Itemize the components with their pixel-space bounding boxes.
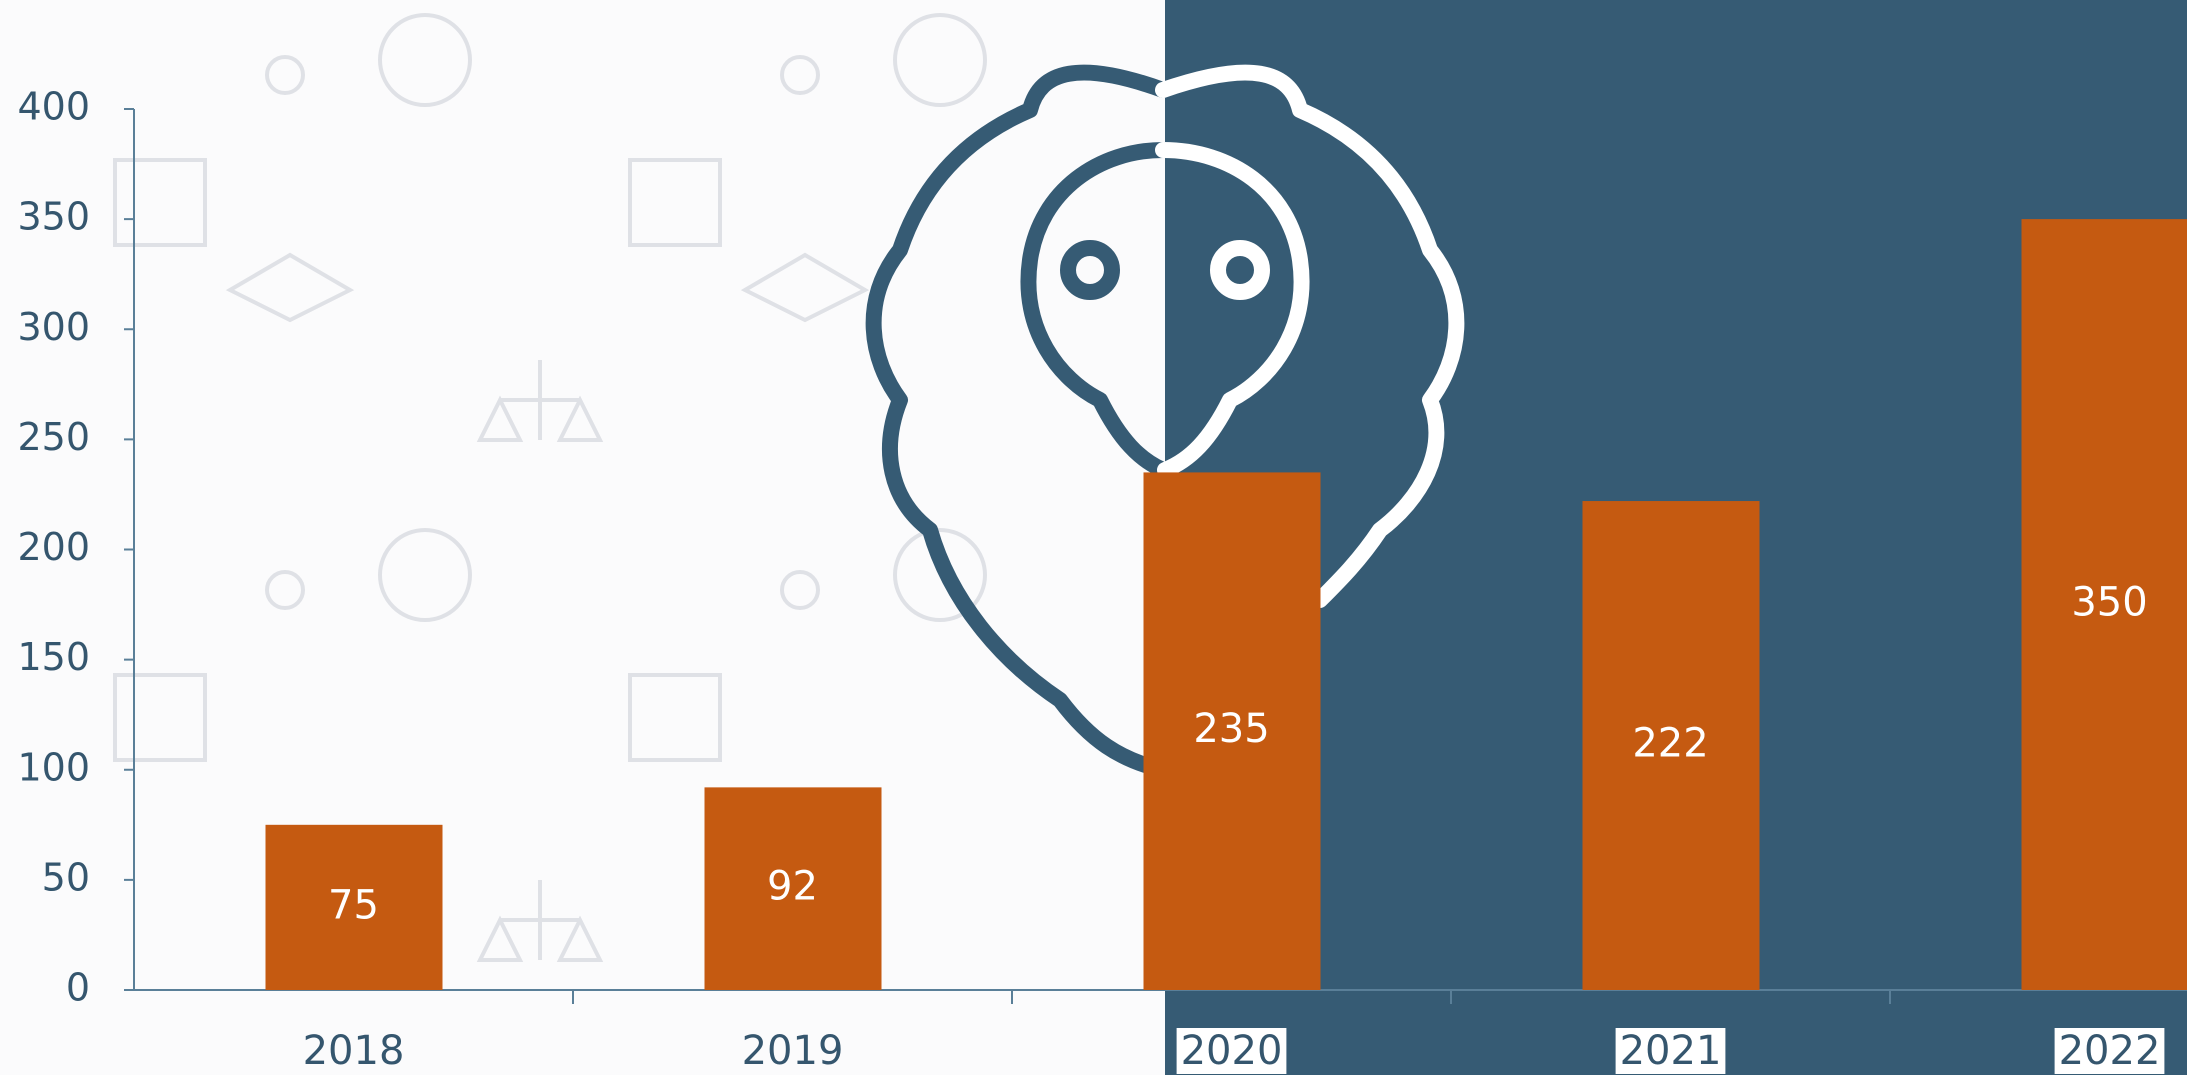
value-label: 235 [1193,706,1269,752]
value-label: 350 [2071,580,2147,626]
y-tick-label: 150 [17,635,90,679]
y-tick-label: 50 [42,855,90,899]
x-tick-label: 2022 [2059,1028,2161,1074]
value-label: 92 [767,864,818,910]
y-tick-label: 0 [66,966,90,1010]
y-tick-label: 350 [17,195,90,239]
x-tick-label: 2018 [303,1028,405,1074]
y-tick-label: 300 [17,305,90,349]
chart: 0 50 100 150 200 250 300 350 400 75 2018 92 2019 235 2… [0,0,2187,1075]
x-tick-label: 2019 [742,1028,844,1074]
y-tick-label: 250 [17,415,90,459]
x-tick-label: 2021 [1620,1028,1722,1074]
value-label: 75 [328,882,379,928]
y-tick-label: 100 [17,745,90,789]
y-tick-label: 200 [17,525,90,569]
y-tick-label: 400 [17,85,90,129]
value-label: 222 [1632,721,1708,767]
x-tick-label: 2020 [1181,1028,1283,1074]
page: 0 50 100 150 200 250 300 350 400 75 2018 92 2019 235 2… [0,0,2187,1075]
